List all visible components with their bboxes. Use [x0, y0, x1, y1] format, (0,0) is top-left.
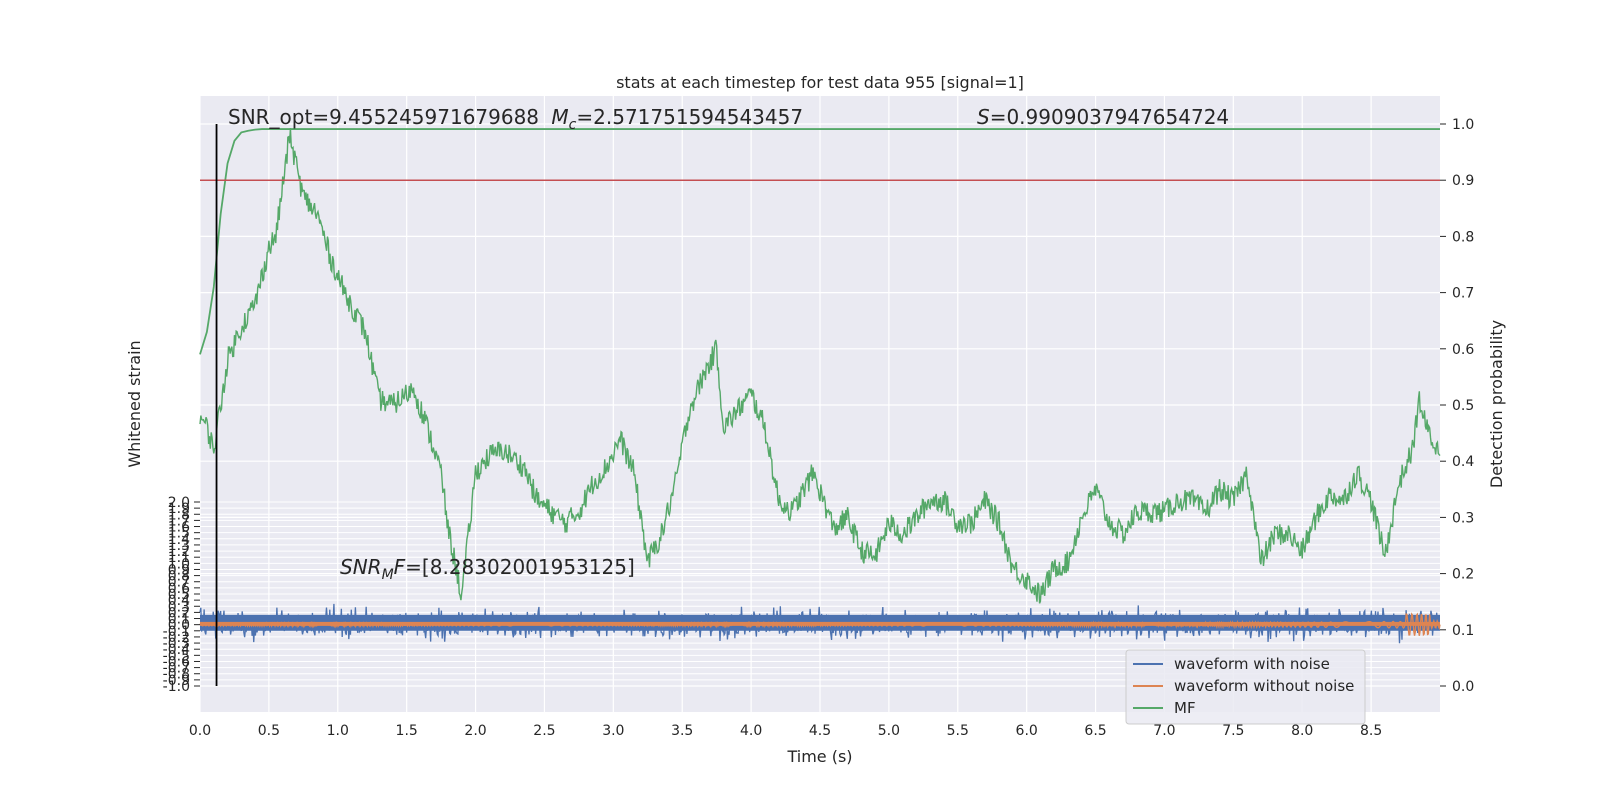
x-tick-label: 1.5: [396, 723, 418, 739]
series-detection-probability: [199, 128, 1440, 355]
x-tick-label: 2.0: [464, 723, 486, 739]
right-tick-label: 0.1: [1452, 623, 1474, 639]
left-tick-label: -0.8: [163, 667, 190, 683]
left-tick-label: -0.4: [163, 642, 190, 658]
legend-label-mf: MF: [1174, 699, 1196, 717]
right-tick-label: 1.0: [1452, 117, 1474, 133]
x-tick-label: 5.5: [947, 723, 969, 739]
left-tick-label: -0.5: [163, 648, 190, 664]
left-tick-label: 0.5: [168, 587, 190, 603]
x-tick-label: 2.5: [533, 723, 555, 739]
right-tick-label: 0.6: [1452, 342, 1474, 358]
x-tick-label: 0.0: [189, 723, 211, 739]
right-tick-label: 0.8: [1452, 229, 1474, 245]
annotation-snr-mf: SNRMF=[8.28302001953125]: [340, 555, 635, 583]
left-tick-label: -0.3: [163, 636, 190, 652]
x-tick-label: 7.5: [1222, 723, 1244, 739]
left-axis-label: Whitened strain: [125, 340, 144, 467]
detection-probability-line: [199, 128, 1440, 355]
x-tick-label: 6.0: [1016, 723, 1038, 739]
series-mf: [199, 128, 1441, 604]
x-tick-label: 1.0: [327, 723, 349, 739]
left-tick-label: -0.1: [163, 624, 190, 640]
left-tick-label: 1.1: [168, 550, 190, 566]
mf-line: [199, 128, 1441, 604]
right-axis-label: Detection probability: [1487, 320, 1506, 488]
left-tick-label: 1.4: [168, 532, 190, 548]
right-tick-label: 0.3: [1452, 510, 1474, 526]
left-tick-label: -0.2: [163, 630, 190, 646]
x-tick-label: 6.5: [1084, 723, 1106, 739]
left-tick-label: 1.6: [168, 520, 190, 536]
left-tick-label: 0.3: [168, 599, 190, 615]
x-tick-label: 7.0: [1153, 723, 1175, 739]
left-tick-label: 0.0: [168, 618, 190, 634]
x-axis-ticks: 0.0 0.5 1.0 1.5 2.0 2.5 3.0 3.5 4.0 4.5 5.0 5.5 6.0 6…: [189, 723, 1382, 739]
left-tick-label: -0.6: [163, 654, 190, 670]
left-tick-label: 1.2: [168, 544, 190, 560]
legend-label-noise: waveform with noise: [1174, 655, 1330, 673]
x-grid: [199, 96, 1372, 712]
left-tick-label: 2.0: [168, 495, 190, 511]
x-axis-label: Time (s): [786, 747, 852, 766]
chart-title: stats at each timestep for test data 955…: [616, 73, 1024, 92]
x-tick-label: 4.5: [809, 723, 831, 739]
x-tick-label: 3.0: [602, 723, 624, 739]
left-tick-label: 1.5: [168, 526, 190, 542]
right-tick-label: 0.0: [1452, 679, 1474, 695]
annotation-s-value: S=0.9909037947654724: [977, 105, 1229, 129]
left-tick-label: 1.9: [168, 501, 190, 517]
left-tick-label: 0.7: [168, 575, 190, 591]
legend-box: [1125, 649, 1366, 725]
right-tick-label: 0.7: [1452, 286, 1474, 302]
left-tick-label: 0.9: [168, 562, 190, 578]
left-tick-label: 0.2: [168, 605, 190, 621]
left-tick-label: 0.8: [168, 569, 190, 585]
left-tick-label: 0.1: [168, 612, 190, 628]
left-tick-label: -0.7: [163, 661, 190, 677]
left-tick-label: -0.9: [163, 673, 190, 689]
right-tick-label: 0.9: [1452, 173, 1474, 189]
clean-waveform-line: [199, 612, 1441, 637]
left-axis-ticks: -1.0-0.9-0.8-0.7-0.6-0.5-0.4-0.3-0.2-0.1…: [163, 495, 200, 695]
left-tick-label: 0.4: [168, 593, 190, 609]
left-tick-label: 1.3: [168, 538, 190, 554]
right-tick-label: 0.2: [1452, 567, 1474, 583]
left-tick-label: -1.0: [163, 679, 190, 695]
left-tick-label: 0.6: [168, 581, 190, 597]
x-tick-label: 5.0: [878, 723, 900, 739]
right-tick-label: 0.5: [1452, 398, 1474, 414]
right-axis-ticks: 0.0 0.1 0.2 0.3 0.4 0.5 0.6 0.7 0.8 0.9 1.0: [1440, 117, 1474, 695]
x-tick-label: 8.0: [1291, 723, 1313, 739]
left-tick-label: 1.8: [168, 507, 190, 523]
left-tick-label: 1.0: [168, 556, 190, 572]
series-waveform-without-noise: [199, 612, 1441, 637]
annotation-snr-opt: SNR_opt=9.455245971679688 Mc=2.571751594…: [228, 105, 803, 133]
x-tick-label: 8.5: [1360, 723, 1382, 739]
x-tick-label: 4.0: [740, 723, 762, 739]
x-tick-label: 3.5: [671, 723, 693, 739]
x-tick-label: 0.5: [258, 723, 280, 739]
legend: waveform with noise waveform without noi…: [1125, 649, 1366, 725]
right-tick-label: 0.4: [1452, 454, 1474, 470]
left-tick-label: 1.7: [168, 513, 190, 529]
legend-label-clean: waveform without noise: [1174, 677, 1354, 695]
